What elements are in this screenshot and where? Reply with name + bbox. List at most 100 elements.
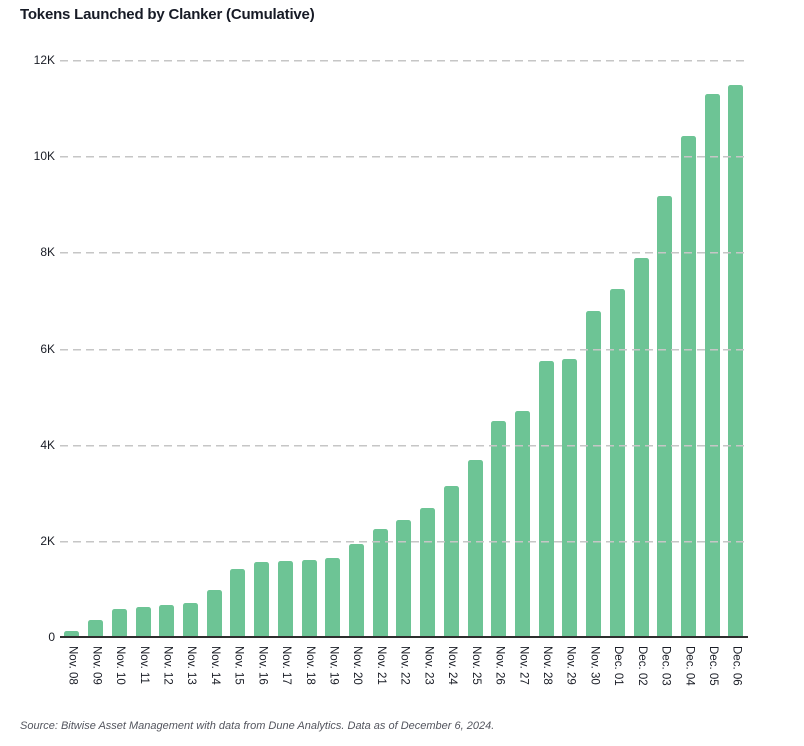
- bar-Nov. 09: [88, 620, 104, 637]
- bar-Nov. 13: [182, 603, 198, 637]
- gridline-4K: [60, 444, 748, 447]
- x-tick-label: Nov. 20: [351, 646, 364, 685]
- bar-column: [297, 60, 321, 637]
- x-tick-label: Nov. 14: [208, 646, 221, 685]
- bar-Dec. 01: [609, 289, 625, 637]
- bar-column: [202, 60, 226, 637]
- plot-area: [60, 60, 748, 638]
- x-axis-labels: Nov. 08 Nov. 09 Nov. 10 Nov. 11 Nov. 12 Nov. …: [60, 646, 748, 710]
- x-label-cell: Nov. 17: [273, 646, 297, 710]
- bar-Nov. 08: [64, 630, 80, 637]
- x-tick-label: Dec. 05: [707, 646, 720, 686]
- x-label-cell: Nov. 14: [202, 646, 226, 710]
- bar-Dec. 05: [704, 93, 720, 637]
- bar-Nov. 24: [443, 485, 459, 637]
- x-label-cell: Nov. 30: [582, 646, 606, 710]
- x-label-cell: Dec. 02: [629, 646, 653, 710]
- bar-Nov. 19: [325, 558, 341, 637]
- bar-Nov. 10: [111, 608, 127, 637]
- chart-title: Tokens Launched by Clanker (Cumulative): [20, 6, 315, 23]
- x-tick-label: Nov. 28: [540, 646, 553, 685]
- bar-Nov. 23: [420, 508, 436, 637]
- bar-Nov. 25: [467, 459, 483, 637]
- x-tick-label: Nov. 17: [280, 646, 293, 685]
- bar-column: [487, 60, 511, 637]
- bar-Nov. 21: [372, 528, 388, 637]
- x-label-cell: Dec. 03: [653, 646, 677, 710]
- x-tick-label: Dec. 06: [730, 646, 743, 686]
- bar-column: [131, 60, 155, 637]
- bar-column: [392, 60, 416, 637]
- x-tick-label: Nov. 30: [588, 646, 601, 685]
- x-label-cell: Nov. 24: [440, 646, 464, 710]
- x-label-cell: Dec. 04: [677, 646, 701, 710]
- bar-Nov. 30: [586, 311, 602, 637]
- y-tick-label: 12K: [33, 53, 55, 67]
- bar-Nov. 12: [159, 605, 175, 637]
- bar-Nov. 29: [562, 359, 578, 637]
- x-label-cell: Nov. 27: [511, 646, 535, 710]
- bar-column: [368, 60, 392, 637]
- y-tick-label: 6K: [40, 341, 55, 356]
- x-tick-label: Nov. 22: [398, 646, 411, 685]
- x-label-cell: Nov. 13: [179, 646, 203, 710]
- bar-Nov. 28: [538, 361, 554, 637]
- x-label-cell: Nov. 15: [226, 646, 250, 710]
- x-tick-label: Nov. 08: [66, 646, 79, 685]
- x-tick-label: Nov. 19: [327, 646, 340, 685]
- bar-column: [179, 60, 203, 637]
- x-label-cell: Nov. 19: [321, 646, 345, 710]
- x-tick-label: Nov. 27: [517, 646, 530, 685]
- bar-Nov. 22: [396, 520, 412, 637]
- x-label-cell: Nov. 29: [558, 646, 582, 710]
- x-label-cell: Nov. 26: [487, 646, 511, 710]
- bar-column: [724, 60, 748, 637]
- x-label-cell: Nov. 11: [131, 646, 155, 710]
- bar-column: [558, 60, 582, 637]
- bar-Nov. 18: [301, 559, 317, 637]
- x-tick-label: Nov. 25: [469, 646, 482, 685]
- bar-column: [155, 60, 179, 637]
- bar-Nov. 14: [206, 589, 222, 637]
- bar-Nov. 20: [348, 544, 364, 637]
- x-axis-line: [60, 636, 748, 638]
- bar-column: [677, 60, 701, 637]
- x-label-cell: Dec. 05: [700, 646, 724, 710]
- x-tick-label: Nov. 11: [137, 646, 150, 684]
- bar-column: [226, 60, 250, 637]
- bar-Dec. 02: [633, 257, 649, 637]
- x-label-cell: Nov. 16: [250, 646, 274, 710]
- x-tick-label: Nov. 10: [114, 646, 127, 685]
- bar-Dec. 06: [728, 85, 744, 637]
- x-tick-label: Dec. 01: [612, 646, 625, 686]
- x-tick-label: Nov. 23: [422, 646, 435, 685]
- bar-column: [345, 60, 369, 637]
- y-tick-label: 2K: [40, 533, 55, 548]
- bar-Nov. 15: [230, 569, 246, 637]
- x-label-cell: Nov. 10: [107, 646, 131, 710]
- bar-column: [84, 60, 108, 637]
- x-tick-label: Nov. 16: [256, 646, 269, 685]
- source-note: Source: Bitwise Asset Management with da…: [20, 720, 495, 732]
- x-tick-label: Dec. 02: [635, 646, 648, 686]
- x-tick-label: Nov. 12: [161, 646, 174, 685]
- gridline-8K: [60, 252, 748, 255]
- bar-Dec. 03: [657, 196, 673, 637]
- bar-column: [107, 60, 131, 637]
- gridline-6K: [60, 348, 748, 351]
- x-tick-label: Dec. 03: [659, 646, 672, 686]
- x-label-cell: Nov. 25: [463, 646, 487, 710]
- x-label-cell: Dec. 06: [724, 646, 748, 710]
- x-label-cell: Nov. 22: [392, 646, 416, 710]
- x-label-cell: Dec. 01: [606, 646, 630, 710]
- bar-column: [582, 60, 606, 637]
- x-label-cell: Nov. 21: [368, 646, 392, 710]
- x-label-cell: Nov. 09: [84, 646, 108, 710]
- bar-column: [606, 60, 630, 637]
- x-label-cell: Nov. 20: [345, 646, 369, 710]
- gridline-10K: [60, 156, 748, 159]
- bar-Nov. 27: [515, 411, 531, 637]
- x-tick-label: Nov. 21: [374, 646, 387, 685]
- bar-column: [700, 60, 724, 637]
